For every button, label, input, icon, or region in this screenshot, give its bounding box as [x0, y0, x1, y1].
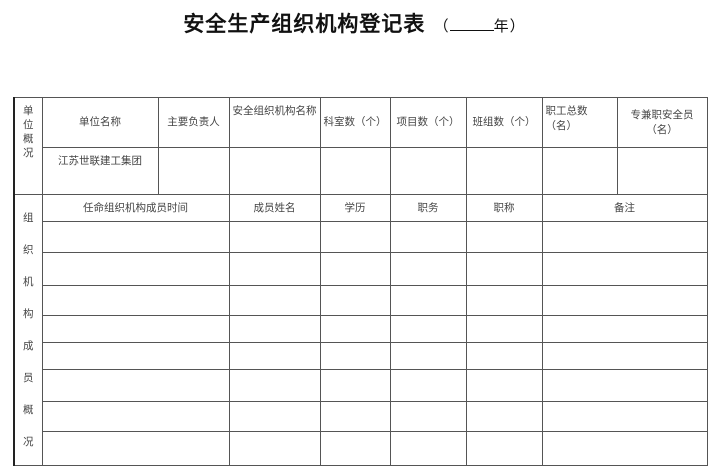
cell-position[interactable] [389, 285, 467, 316]
cell-education[interactable] [319, 401, 391, 432]
cell-member-name[interactable] [228, 252, 321, 286]
registration-table: 单位概况 单位名称 主要负责人 安全组织机构名称 科室数（个） 项目数（个） 班… [13, 97, 708, 466]
value-teams[interactable] [465, 147, 543, 195]
value-unit-name[interactable]: 江苏世联建工集团 [41, 147, 159, 195]
cell-member-name[interactable] [228, 315, 321, 343]
cell-position[interactable] [389, 369, 467, 402]
value-total-staff[interactable] [541, 147, 618, 195]
cell-appointment-time[interactable] [41, 252, 230, 286]
header-unit-name: 单位名称 [41, 97, 159, 148]
cell-appointment-time[interactable] [41, 285, 230, 316]
member-row [14, 315, 708, 343]
cell-remarks[interactable] [541, 315, 708, 343]
header-departments: 科室数（个） [319, 97, 391, 148]
header-principal: 主要负责人 [157, 97, 230, 148]
cell-position[interactable] [389, 252, 467, 286]
header-total-staff: 职工总数（名） [541, 97, 618, 148]
title-text: 安全生产组织机构登记表 [183, 12, 426, 36]
cell-remarks[interactable] [541, 221, 708, 253]
cell-title[interactable] [465, 401, 543, 432]
cell-position[interactable] [389, 431, 467, 466]
cell-remarks[interactable] [541, 369, 708, 402]
member-row [14, 221, 708, 253]
unit-overview-label: 单位概况 [13, 97, 43, 195]
year-blank[interactable] [449, 16, 494, 31]
cell-education[interactable] [319, 315, 391, 343]
cell-remarks[interactable] [541, 252, 708, 286]
value-departments[interactable] [319, 147, 391, 195]
cell-member-name[interactable] [228, 401, 321, 432]
cell-position[interactable] [389, 315, 467, 343]
cell-title[interactable] [465, 221, 543, 253]
value-projects[interactable] [389, 147, 467, 195]
cell-education[interactable] [319, 369, 391, 402]
member-row [14, 342, 708, 370]
cell-title[interactable] [465, 252, 543, 286]
cell-remarks[interactable] [541, 431, 708, 466]
year-field: （年） [433, 16, 526, 35]
header-teams: 班组数（个） [465, 97, 543, 148]
cell-member-name[interactable] [228, 221, 321, 253]
cell-appointment-time[interactable] [41, 369, 230, 402]
cell-position[interactable] [389, 221, 467, 253]
cell-appointment-time[interactable] [41, 221, 230, 253]
cell-appointment-time[interactable] [41, 401, 230, 432]
header-member-name: 成员姓名 [228, 194, 321, 222]
cell-position[interactable] [389, 342, 467, 370]
member-row [14, 369, 708, 402]
cell-member-name[interactable] [228, 342, 321, 370]
header-appointment-time: 任命组织机构成员时间 [41, 194, 230, 222]
value-safety-org-name[interactable] [228, 147, 321, 195]
cell-member-name[interactable] [228, 431, 321, 466]
header-projects: 项目数（个） [389, 97, 467, 148]
member-overview-text: 组织机构成员概况 [23, 212, 34, 448]
cell-title[interactable] [465, 431, 543, 466]
value-safety-officers[interactable] [616, 147, 708, 195]
member-overview-label: 组织机构成员概况 [13, 194, 43, 466]
cell-remarks[interactable] [541, 342, 708, 370]
header-remarks: 备注 [541, 194, 708, 222]
cell-title[interactable] [465, 342, 543, 370]
cell-education[interactable] [319, 342, 391, 370]
value-principal[interactable] [157, 147, 230, 195]
member-row [14, 285, 708, 316]
page-title: 安全生产组织机构登记表 （年） [0, 8, 709, 38]
header-safety-officers: 专兼职安全员（名） [616, 97, 708, 148]
cell-education[interactable] [319, 285, 391, 316]
header-title: 职称 [465, 194, 543, 222]
cell-title[interactable] [465, 369, 543, 402]
cell-appointment-time[interactable] [41, 342, 230, 370]
header-safety-org-name: 安全组织机构名称 [228, 97, 321, 148]
cell-appointment-time[interactable] [41, 315, 230, 343]
cell-remarks[interactable] [541, 285, 708, 316]
cell-education[interactable] [319, 221, 391, 253]
member-row [14, 401, 708, 432]
cell-member-name[interactable] [228, 285, 321, 316]
cell-position[interactable] [389, 401, 467, 432]
cell-title[interactable] [465, 285, 543, 316]
cell-education[interactable] [319, 252, 391, 286]
member-row [14, 431, 708, 466]
cell-remarks[interactable] [541, 401, 708, 432]
member-row [14, 252, 708, 286]
cell-education[interactable] [319, 431, 391, 466]
header-education: 学历 [319, 194, 391, 222]
cell-appointment-time[interactable] [41, 431, 230, 466]
header-position: 职务 [389, 194, 467, 222]
cell-title[interactable] [465, 315, 543, 343]
cell-member-name[interactable] [228, 369, 321, 402]
